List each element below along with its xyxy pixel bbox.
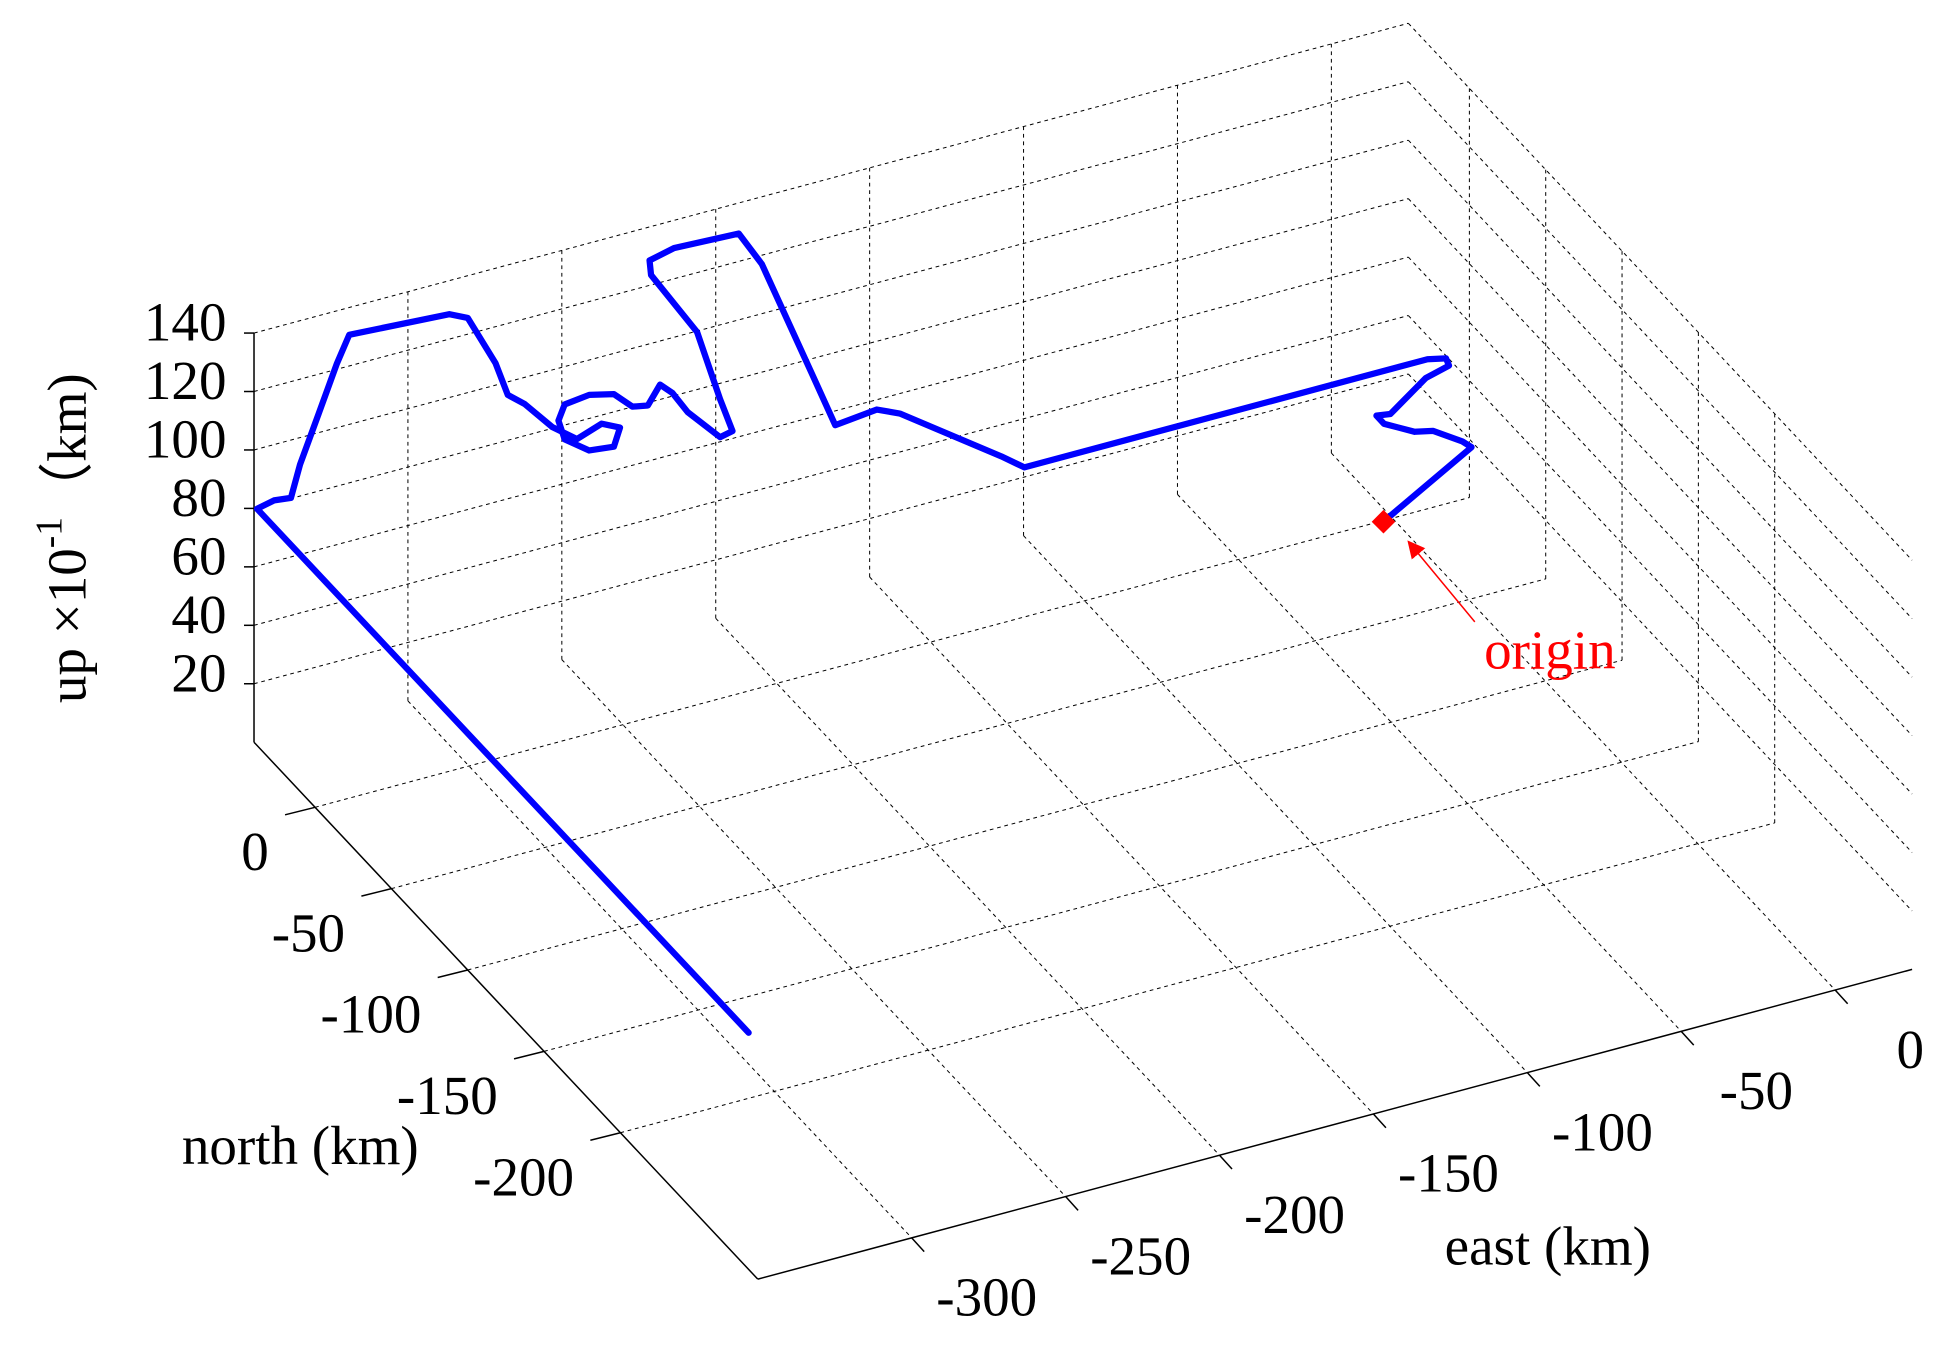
x-tick-label: -100 [1552, 1101, 1653, 1162]
x-tick-mark [1065, 1196, 1079, 1211]
grid-line [561, 659, 1066, 1197]
x-tick-mark [911, 1237, 925, 1253]
origin-marker [1371, 509, 1396, 534]
axis-layer: 20406080100120140-200-150-100-500-300-25… [144, 292, 1924, 1328]
y-tick-mark [284, 806, 316, 816]
x-tick-mark [1218, 1154, 1233, 1170]
y-tick-label: 0 [241, 821, 269, 882]
grid-line [253, 81, 1409, 392]
grid-line [407, 700, 913, 1239]
grid-line [1407, 256, 1913, 795]
z-axis-title-exponent: -1 [29, 517, 70, 548]
z-axis-title-unit: （km) [36, 373, 97, 517]
z-tick-label: 80 [171, 467, 226, 528]
y-axis-line [253, 741, 759, 1280]
x-tick-label: -250 [1090, 1225, 1191, 1286]
grid-line [715, 617, 1220, 1156]
y-tick-mark [590, 1131, 621, 1141]
y-tick-label: -200 [473, 1146, 574, 1207]
z-axis-title: up ×10-1（km) [29, 373, 97, 703]
grid-line [253, 198, 1409, 509]
x-tick-mark [1372, 1113, 1387, 1129]
y-tick-mark [513, 1050, 545, 1060]
grid-line [314, 497, 1470, 808]
z-tick-label: 100 [144, 409, 227, 470]
grid-line [1407, 22, 1913, 561]
x-tick-label: -300 [936, 1267, 1037, 1328]
z-tick-label: 40 [171, 584, 226, 645]
grid-line [1407, 139, 1913, 678]
z-tick-label: 140 [144, 292, 227, 353]
grid-line [253, 22, 1409, 334]
grid-line [869, 576, 1374, 1115]
x-tick-mark [1526, 1072, 1541, 1087]
grid-line [1407, 373, 1913, 912]
grid-line [1407, 198, 1913, 736]
grid-line [253, 139, 1409, 451]
grid-line [1023, 535, 1528, 1073]
grid-line [543, 741, 1699, 1052]
grid-line [1407, 315, 1913, 853]
trajectory-line [253, 230, 1475, 1036]
x-tick-label: 0 [1896, 1019, 1924, 1080]
grid-layer [253, 22, 1913, 1239]
annotation-arrow [1407, 540, 1476, 623]
x-tick-mark [1834, 989, 1849, 1005]
y-axis-title: north (km) [182, 1115, 419, 1176]
y-tick-label: -100 [321, 984, 422, 1045]
annotation-text: origin [1484, 619, 1615, 680]
grid-line [467, 659, 1623, 971]
z-tick-label: 60 [171, 525, 226, 586]
data-layer: origin [253, 230, 1616, 1036]
x-tick-mark [1680, 1030, 1695, 1046]
y-tick-mark [437, 969, 468, 979]
y-tick-mark [361, 887, 392, 897]
z-axis-title-text: up ×10 [36, 548, 97, 703]
x-axis-title: east (km) [1445, 1215, 1651, 1276]
grid-line [620, 822, 1775, 1134]
x-tick-label: -150 [1398, 1143, 1499, 1204]
x-axis-line [757, 968, 1913, 1280]
y-tick-label: -50 [272, 902, 345, 963]
z-tick-label: 120 [144, 350, 227, 411]
z-tick-label: 20 [171, 642, 226, 703]
grid-line [253, 315, 1409, 626]
grid-line [1177, 494, 1682, 1032]
grid-line [1331, 452, 1836, 991]
x-tick-label: -200 [1244, 1184, 1345, 1245]
grid-line [391, 578, 1546, 890]
y-tick-label: -150 [397, 1065, 498, 1126]
grid-line [1407, 81, 1913, 620]
x-tick-label: -50 [1720, 1060, 1793, 1121]
